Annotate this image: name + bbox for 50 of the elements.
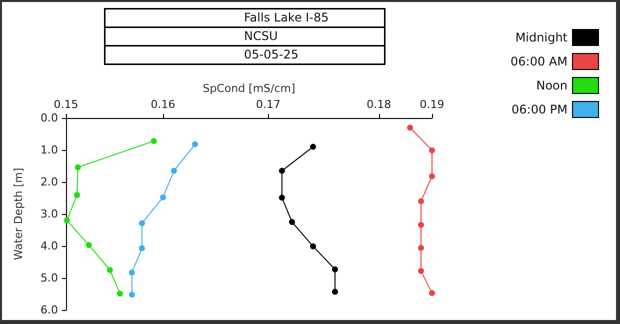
text: 05-05-25: [244, 48, 298, 62]
point: [74, 164, 81, 170]
point: [289, 219, 296, 225]
y-tick-label: 1.0: [40, 144, 58, 156]
point: [64, 217, 70, 224]
point: [116, 290, 123, 297]
point: [310, 243, 316, 250]
chart-title: Falls Lake I-85: [244, 10, 329, 24]
y-tick-label: 2.0: [40, 176, 58, 188]
point: [310, 144, 316, 150]
point: [418, 198, 424, 204]
legend-label: 06:00 AM: [510, 54, 568, 68]
point: [278, 168, 285, 174]
point: [418, 222, 424, 228]
point: [138, 220, 145, 226]
point: [128, 270, 135, 276]
y-tick-label: 5.0: [40, 272, 58, 284]
y-tick-label: 4.0: [40, 240, 58, 252]
y-tick-label: 6.0: [40, 304, 58, 316]
legend-label: Noon: [536, 78, 568, 92]
point: [332, 288, 338, 295]
point: [429, 147, 435, 154]
point: [418, 268, 424, 274]
point: [138, 245, 145, 252]
point: [86, 242, 92, 248]
point: [429, 173, 435, 180]
point: [418, 244, 424, 251]
point: [106, 267, 113, 273]
y-tick-label: 3.0: [40, 208, 58, 220]
point: [332, 266, 338, 272]
point: [74, 192, 80, 198]
legend-label: Midnight: [515, 30, 568, 44]
y-tick-label: 0.0: [40, 112, 58, 124]
point: [429, 290, 435, 296]
y-axis-title: Water Depth [m]: [12, 168, 25, 260]
x-tick-label: 0.16: [150, 98, 176, 111]
x-tick-label: 0.19: [420, 98, 444, 111]
point: [128, 292, 135, 298]
legend-label: 06:00 PM: [512, 102, 568, 116]
point: [160, 194, 166, 200]
point: [170, 168, 177, 174]
point: [407, 124, 414, 131]
point: [192, 141, 198, 148]
x-tick-label: 0.18: [366, 98, 392, 111]
point: [278, 194, 285, 201]
x-axis-title: SpCond [mS/cm]: [202, 82, 296, 95]
x-tick-label: 0.17: [256, 98, 280, 111]
x-tick-label: 0.15: [54, 98, 78, 111]
chart-subtitle: NCSU: [244, 29, 278, 43]
point: [150, 138, 157, 144]
